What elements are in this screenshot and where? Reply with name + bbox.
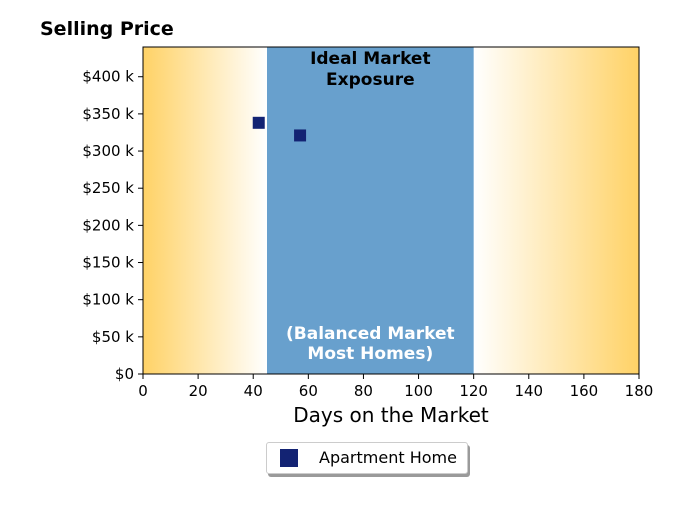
x-tick-label: 120 [459,382,488,400]
zone-subtitle-line: (Balanced Market [286,324,455,344]
y-tick-label: $350 k [82,105,134,123]
y-tick-label: $50 k [92,328,134,346]
x-tick-label: 80 [354,382,373,400]
left-gradient-band [143,47,267,374]
y-tick-label: $300 k [82,142,134,160]
data-points [252,116,307,142]
y-axis: $0 $50 k $100 k $150 k $200 k $250 k $300 k $35… [82,68,143,383]
x-tick-label: 60 [299,382,318,400]
zone-title-line: Ideal Market [310,49,431,69]
y-tick-label: $100 k [82,291,134,309]
ideal-zone-band [267,47,474,374]
x-tick-label: 160 [570,382,599,400]
right-gradient-band [473,47,639,374]
x-tick-label: 100 [404,382,433,400]
plot-frame [142,46,640,375]
data-point [294,129,307,142]
y-tick-label: $250 k [82,179,134,197]
legend: Apartment Home [266,442,468,474]
x-tick-label: 140 [514,382,543,400]
legend-label: Apartment Home [319,448,457,467]
plot-background [143,47,639,374]
zone-title-line: Exposure [326,70,415,90]
x-tick-label: 180 [625,382,654,400]
y-tick-label: $150 k [82,254,134,272]
x-axis-title: Days on the Market [293,403,489,427]
legend-square-icon [280,449,298,467]
x-tick-label: 0 [138,382,148,400]
x-axis: 0 20 40 60 80 100 120 140 160 180 [138,374,653,400]
x-tick-label: 20 [189,382,208,400]
chart-title: Selling Price [40,18,174,40]
x-tick-label: 40 [244,382,263,400]
y-tick-label: $0 [115,365,134,383]
data-point [252,116,265,129]
zone-subtitle-line: Most Homes) [307,344,433,364]
y-tick-label: $200 k [82,216,134,234]
y-tick-label: $400 k [82,68,134,86]
